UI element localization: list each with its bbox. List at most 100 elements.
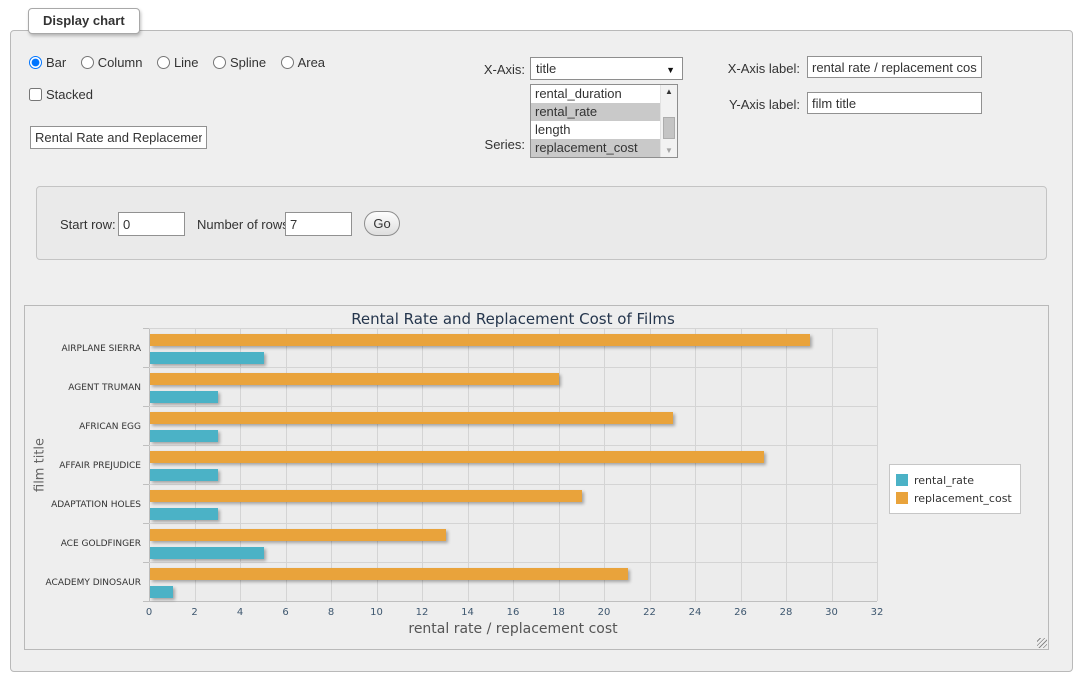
x-tick-label: 10 <box>370 607 383 618</box>
series-option[interactable]: replacement_cost <box>531 139 660 157</box>
gridline <box>558 328 560 601</box>
scrollbar[interactable]: ▲ ▼ <box>660 85 677 157</box>
chart-type-radio-group: Bar Column Line Spline Area <box>29 55 335 74</box>
x-tick-label: 2 <box>191 607 198 618</box>
bar-rental-rate <box>150 391 219 403</box>
x-tick-label: 24 <box>688 607 702 618</box>
y-tick-mark <box>143 406 149 407</box>
x-tick-label: 22 <box>643 607 656 618</box>
gridline <box>376 328 378 601</box>
x-tick-label: 32 <box>870 607 884 618</box>
legend-item[interactable]: rental_rate <box>896 472 1012 488</box>
legend-label: replacement_cost <box>914 491 1012 505</box>
gridline <box>149 484 877 485</box>
y-axis-label-input[interactable] <box>807 92 982 114</box>
bar-replacement-cost <box>150 490 583 502</box>
radio-spline-label: Spline <box>229 55 267 70</box>
chart-legend: rental_rate replacement_cost <box>889 464 1021 514</box>
legend-swatch <box>896 474 908 486</box>
gridline <box>786 328 787 601</box>
bar-rental-rate <box>150 352 264 364</box>
radio-bar[interactable]: Bar <box>29 55 66 70</box>
category-label: ACE GOLDFINGER <box>60 539 141 549</box>
gridline <box>285 328 287 601</box>
y-tick-mark <box>143 562 149 563</box>
chart-container: Rental Rate and Replacement Cost of Film… <box>24 305 1049 650</box>
radio-column[interactable]: Column <box>80 55 143 70</box>
plot-area: 0 2 4 6 8 10 12 14 16 18 20 22 24 26 28 30 32 AIRPLANE SI… <box>46 328 883 618</box>
y-axis-line <box>149 328 150 601</box>
gridline <box>149 328 877 329</box>
series-option[interactable]: length <box>535 122 571 137</box>
y-tick-mark <box>143 484 149 485</box>
gridline <box>194 328 196 601</box>
start-row-input[interactable] <box>118 212 185 236</box>
y-axis-label-label: Y-Axis label: <box>728 97 800 112</box>
x-axis-line <box>149 601 877 602</box>
gridline <box>422 328 423 601</box>
x-tick-label: 0 <box>145 607 153 618</box>
category-label: ACADEMY DINOSAUR <box>45 578 141 588</box>
x-axis-label-input[interactable] <box>807 56 982 78</box>
category-label: AFRICAN EGG <box>79 422 141 432</box>
x-tick-label: 8 <box>327 607 335 618</box>
bar-replacement-cost <box>150 412 674 424</box>
bar-rental-rate <box>150 547 264 559</box>
x-tick-label: 26 <box>734 607 747 618</box>
scroll-down-icon[interactable]: ▼ <box>665 146 673 155</box>
x-tick-label: 18 <box>552 607 565 618</box>
radio-spline[interactable]: Spline <box>212 55 267 70</box>
bar-rental-rate <box>150 508 219 520</box>
category-label: ADAPTATION HOLES <box>51 500 141 510</box>
chart-title: Rental Rate and Replacement Cost of Film… <box>351 310 675 328</box>
radio-column-label: Column <box>97 55 143 70</box>
gridline <box>877 328 878 601</box>
radio-line[interactable]: Line <box>156 55 199 70</box>
rows-controls-box <box>36 186 1047 260</box>
gridline <box>695 328 696 601</box>
gridline <box>831 328 833 601</box>
resize-handle-icon[interactable] <box>1037 638 1047 648</box>
legend-swatch <box>896 492 908 504</box>
stacked-checkbox-row[interactable]: Stacked <box>29 87 93 102</box>
fieldset-legend: Display chart <box>28 8 140 34</box>
gridline <box>149 367 877 368</box>
gridline <box>649 328 651 601</box>
category-label: AGENT TRUMAN <box>68 383 141 393</box>
category-label: AIRPLANE SIERRA <box>61 344 141 354</box>
series-select-label: Series: <box>484 137 525 152</box>
series-option[interactable]: rental_rate <box>531 103 660 121</box>
bar-rental-rate <box>150 586 173 598</box>
chevron-down-icon: ▼ <box>666 65 675 75</box>
y-tick-mark <box>143 367 149 368</box>
series-listbox[interactable]: rental_duration rental_rate length repla… <box>530 84 678 158</box>
bar-replacement-cost <box>150 373 560 385</box>
series-option[interactable]: rental_duration <box>535 86 622 101</box>
radio-area-label: Area <box>297 55 326 70</box>
x-axis-select-label: X-Axis: <box>483 62 525 77</box>
radio-line-label: Line <box>173 55 199 70</box>
y-tick-mark <box>143 445 149 446</box>
x-axis-select[interactable]: title ▼ <box>530 57 683 80</box>
num-rows-input[interactable] <box>285 212 352 236</box>
gridline <box>740 328 742 601</box>
go-button[interactable]: Go <box>364 211 400 236</box>
chart-title-input[interactable] <box>30 126 207 149</box>
scrollbar-thumb[interactable] <box>663 117 675 139</box>
stacked-checkbox[interactable] <box>29 88 42 101</box>
legend-item[interactable]: replacement_cost <box>896 490 1012 506</box>
x-tick-label: 14 <box>461 607 474 618</box>
gridline <box>149 445 877 446</box>
x-tick-label: 4 <box>236 607 244 618</box>
scroll-up-icon[interactable]: ▲ <box>665 87 673 96</box>
radio-area[interactable]: Area <box>280 55 326 70</box>
num-rows-label: Number of rows: <box>197 217 293 232</box>
gridline <box>240 328 241 601</box>
x-axis-selected-value: title <box>536 61 557 76</box>
legend-label: rental_rate <box>914 473 974 487</box>
bar-replacement-cost <box>150 529 446 541</box>
y-tick-mark <box>143 328 149 329</box>
gridline <box>604 328 605 601</box>
gridline <box>149 523 877 524</box>
bar-replacement-cost <box>150 334 810 346</box>
